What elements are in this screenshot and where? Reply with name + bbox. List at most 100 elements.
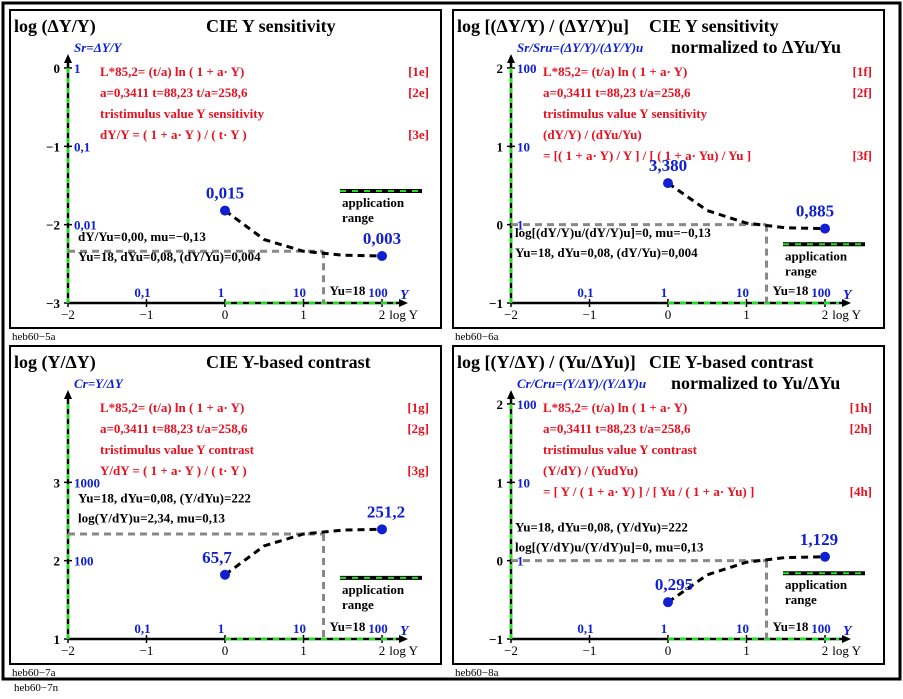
y-tick-label: 0	[54, 61, 61, 76]
panel-b: heb60−6a log [(ΔY/Y) / (ΔY/Y)u] CIE Y sens…	[452, 9, 885, 343]
blue-y-label: 0,1	[74, 139, 90, 154]
blue-y-label: 100	[517, 397, 537, 412]
chart-title: CIE Y-based contrast	[649, 352, 814, 372]
blue-x-label: 100	[368, 621, 388, 636]
x-tick-label: 0	[665, 643, 672, 658]
data-curve	[667, 181, 826, 231]
yu-label: Yu=18	[330, 283, 366, 298]
red-formula-line: L*85,2= (t/a) ln ( 1 + a· Y)	[100, 64, 244, 79]
blue-axis-title: Sr=ΔY/Y	[74, 40, 122, 55]
x-tick-label: 1	[743, 643, 750, 658]
application-range-label: application	[785, 577, 848, 592]
red-formula-line: tristimulus value Y sensitivity	[543, 106, 708, 121]
x-tick-label: −2	[504, 643, 518, 658]
y-tick-label: −2	[46, 218, 60, 233]
blue-x-unit: Y	[843, 624, 853, 639]
blue-x-label: 10	[736, 285, 749, 300]
x-tick-label: 1	[300, 307, 307, 322]
red-formula-tag: [1h]	[850, 400, 872, 415]
yu-label: Yu=18	[330, 619, 366, 634]
application-range-label: range	[342, 597, 374, 612]
data-point-label: 0,003	[363, 229, 401, 248]
red-formula-tag: [4h]	[850, 484, 872, 499]
red-formula-line: tristimulus value Y sensitivity	[100, 106, 265, 121]
blue-x-label: 0,1	[134, 285, 150, 300]
y-tick-label: 2	[497, 397, 504, 412]
y-axis-arrow	[507, 390, 515, 399]
red-formula-line: tristimulus value Y contrast	[543, 442, 698, 457]
x-tick-label: 0	[222, 307, 229, 322]
panel-frame	[452, 345, 885, 665]
blue-x-label: 0,1	[577, 621, 593, 636]
panel-frame	[452, 9, 885, 329]
y-tick-label: 0	[497, 554, 504, 569]
x-axis-arrow	[399, 299, 408, 307]
x-tick-label: 0	[665, 307, 672, 322]
red-formula-tag: [3g]	[407, 463, 429, 478]
blue-x-unit: Y	[843, 288, 853, 303]
application-range-label: application	[342, 195, 405, 210]
data-point-label: 0,885	[796, 202, 834, 221]
blue-x-label: 100	[368, 285, 388, 300]
data-point	[820, 551, 830, 562]
red-formula-line: (dY/Y) / (dYu/Yu)	[543, 127, 642, 142]
x-tick-label: −1	[140, 643, 154, 658]
red-formula-line: a=0,3411 t=88,23 t/a=258,6	[543, 85, 691, 100]
data-point	[663, 597, 673, 608]
parameter-text: Yu=18, dYu=0,08, (Y/dYu)=222	[78, 491, 251, 506]
blue-y-label: 100	[74, 554, 94, 569]
parameter-text: dY/Yu=0,00, mu=−0,13	[78, 229, 206, 244]
panel-a: heb60−5a log (ΔY/Y) CIE Y sensitivity −2 −1 0…	[9, 9, 442, 343]
data-point-label: 65,7	[202, 548, 232, 567]
red-formula-line: L*85,2= (t/a) ln ( 1 + a· Y)	[543, 400, 687, 415]
red-formula-line: L*85,2= (t/a) ln ( 1 + a· Y)	[100, 400, 244, 415]
blue-axis-title: Sr/Sru=(ΔY/Y)/(ΔY/Y)u	[517, 40, 643, 55]
blue-x-label: 0,1	[134, 621, 150, 636]
panel-c: heb60−7a log (Y/ΔY) CIE Y-based contrast −2…	[9, 345, 442, 679]
blue-y-label: 0,01	[74, 218, 97, 233]
y-tick-label: −1	[46, 139, 60, 154]
blue-y-label: 10	[517, 139, 530, 154]
parameter-text: Yu=18, dYu=0,08, (dY/Yu)=0,004	[515, 245, 698, 260]
yu-label: Yu=18	[773, 283, 809, 298]
red-formula-tag: [2f]	[853, 85, 873, 100]
red-formula-line: a=0,3411 t=88,23 t/a=258,6	[543, 421, 691, 436]
parameter-text: Yu=18, dYu=0,08, (dY/Yu)=0,004	[78, 249, 261, 264]
x-tick-label: 2	[822, 307, 829, 322]
y-axis-label: log (Y/ΔY)	[14, 352, 96, 373]
data-point-label: 251,2	[367, 502, 405, 521]
panel-frame	[9, 345, 442, 665]
data-point	[220, 569, 230, 580]
red-formula-line: (Y/dY) / (YudYu)	[543, 463, 638, 478]
x-tick-label: 0	[222, 643, 229, 658]
blue-x-label: 1	[661, 285, 668, 300]
red-formula-line: a=0,3411 t=88,23 t/a=258,6	[100, 421, 248, 436]
application-range-label: range	[785, 263, 817, 278]
chart-title: CIE Y sensitivity	[649, 16, 779, 36]
y-tick-label: 1	[497, 139, 504, 154]
red-formula-line: Y/dY = ( 1 + a· Y ) / ( t· Y )	[100, 463, 247, 478]
data-point-label: 0,015	[206, 184, 244, 203]
blue-x-label: 1	[661, 621, 668, 636]
panel-caption: heb60−5a	[12, 331, 56, 343]
x-tick-label: 1	[300, 643, 307, 658]
blue-x-label: 10	[736, 621, 749, 636]
y-tick-label: 1	[54, 632, 61, 647]
blue-x-label: 100	[811, 621, 831, 636]
blue-x-unit: Y	[400, 288, 410, 303]
x-tick-label: −1	[583, 307, 597, 322]
application-range-label: application	[785, 248, 848, 263]
data-point	[377, 524, 387, 535]
y-tick-label: 2	[497, 61, 504, 76]
application-range-label: range	[785, 592, 817, 607]
blue-x-label: 0,1	[577, 285, 593, 300]
x-tick-label: −1	[583, 643, 597, 658]
outer-frame	[1, 1, 902, 681]
data-point-label: 1,129	[800, 530, 838, 549]
data-curve	[224, 527, 383, 577]
y-axis-label: log [(ΔY/Y) / (ΔY/Y)u]	[457, 16, 629, 37]
application-range-label: application	[342, 582, 405, 597]
x-tick-label: −2	[504, 307, 518, 322]
data-point	[820, 223, 830, 234]
red-formula-tag: [2g]	[407, 421, 429, 436]
